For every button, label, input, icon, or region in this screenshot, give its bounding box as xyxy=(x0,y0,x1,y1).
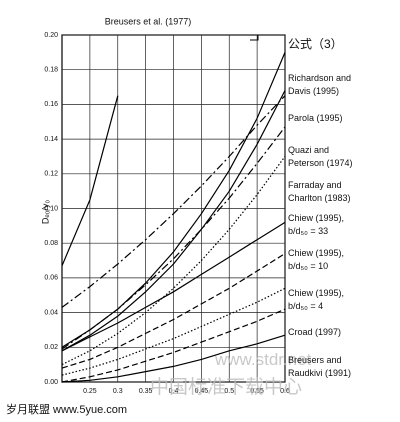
y-tick-label: 0.04 xyxy=(44,309,58,316)
y-axis-label: Dₑ₀/y₀ xyxy=(40,200,50,225)
series-line xyxy=(61,253,286,369)
legend-label: Chiew (1995), b/d₅₀ = 4 xyxy=(288,288,345,311)
series-line xyxy=(61,334,286,383)
y-tick-label: 0.02 xyxy=(44,344,58,351)
y-tick-label: 0.10 xyxy=(44,205,58,212)
y-tick-label: 0.00 xyxy=(44,379,58,386)
watermark: 中国标准下载中心 xyxy=(150,377,303,398)
x-tick-label: 0.45 xyxy=(195,388,209,395)
legend-label: 公式（3） xyxy=(288,37,343,51)
series-line xyxy=(61,52,286,348)
y-tick-label: 0.08 xyxy=(44,240,58,247)
x-tick-label: 0.6 xyxy=(280,388,290,395)
y-tick-label: 0.16 xyxy=(44,101,58,108)
legend-label: Quazi and Peterson (1974) xyxy=(288,145,353,168)
y-tick-label: 0.18 xyxy=(44,67,58,74)
series-line xyxy=(61,308,286,383)
series-line xyxy=(61,287,286,376)
x-tick-label: 0.25 xyxy=(83,388,97,395)
x-tick-label: 0.5 xyxy=(224,388,234,395)
legend-label: Richardson and Davis (1995) xyxy=(288,73,352,96)
x-tick-label: 0.35 xyxy=(139,388,153,395)
legend-label: Croad (1997) xyxy=(288,327,342,337)
legend-label: Farraday and Charlton (1983) xyxy=(288,180,351,203)
series-line xyxy=(61,156,286,366)
legend-label: Chiew (1995), b/d₅₀ = 10 xyxy=(288,248,345,271)
chart-title: Breusers et al. (1977) xyxy=(105,16,192,26)
y-tick-label: 0.14 xyxy=(44,136,58,143)
y-tick-label: 0.20 xyxy=(44,32,58,39)
series-line xyxy=(61,90,286,352)
series-line xyxy=(61,95,286,308)
legend-label: Breusers and Raudkivi (1991) xyxy=(288,355,352,378)
y-tick-label: 0.12 xyxy=(44,171,58,178)
legend-label: Parola (1995) xyxy=(288,113,343,123)
x-tick-label: 0.55 xyxy=(250,388,264,395)
footer: 岁月联盟 www.5yue.com xyxy=(6,404,128,416)
leader-line xyxy=(250,34,285,41)
series-line xyxy=(61,95,119,267)
y-tick-label: 0.06 xyxy=(44,275,58,282)
legend-label: Chiew (1995), b/d₅₀ = 33 xyxy=(288,213,345,236)
x-tick-label: 0.3 xyxy=(113,388,123,395)
x-tick-label: 0.4 xyxy=(169,388,179,395)
watermark: www.stdr.net xyxy=(215,350,312,369)
series-line xyxy=(61,221,286,352)
